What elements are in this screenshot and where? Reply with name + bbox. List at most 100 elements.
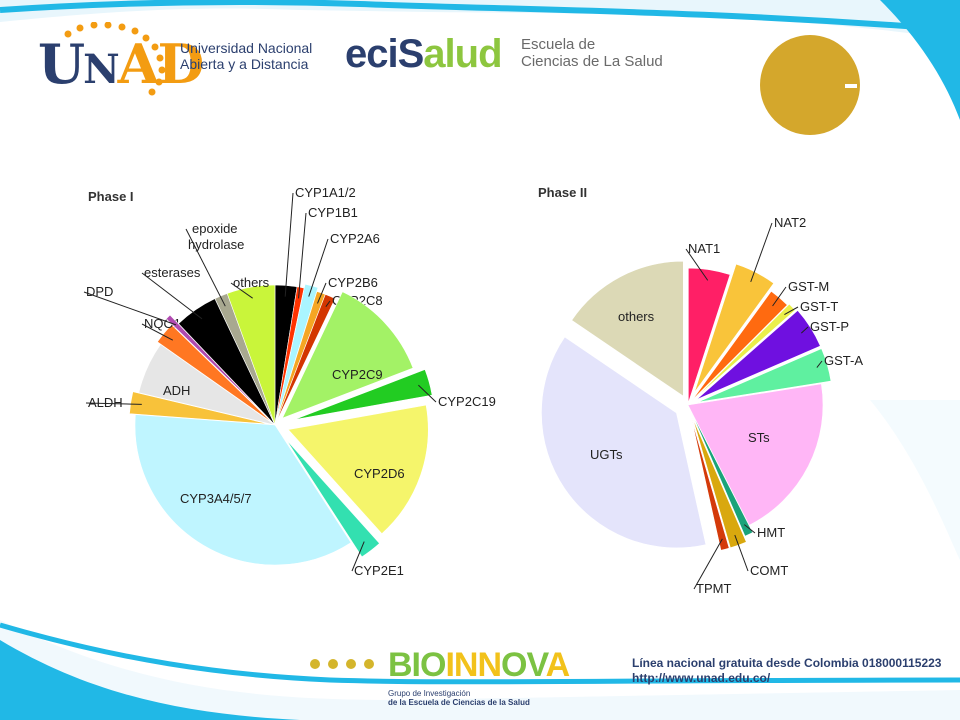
ecisalud-logo-text: eciSalud [345,32,503,76]
leader-line-comt [734,534,749,572]
gold-circle-icon [760,35,860,135]
leader-line-tpmt [693,538,723,590]
slice-label-dpd: DPD [86,284,113,299]
slice-label-sts: STs [748,430,770,445]
pie-slice-nqo1 [157,324,273,423]
pie-slice-gst-p [696,309,821,400]
pie-slice-gst-m [691,290,788,401]
leader-line-nqo1 [141,323,174,341]
slice-label-others: others [618,309,655,324]
bioinnova-subtitle: Grupo de Investigación de la Escuela de … [388,689,608,707]
contact-info: Línea nacional gratuita desde Colombia 0… [632,656,941,686]
leader-line-cyp2e1 [351,541,365,572]
slice-label-gst-t: GST-T [800,299,838,314]
slice-label-gst-m: GST-M [788,279,829,294]
leader-line-cyp2b6 [317,282,327,304]
phase1-pie-chart: Phase ICYP1A1/2CYP1B1CYP2A6CYP2B6CYP2C8C… [83,185,496,578]
leader-line-gst-t [784,306,799,315]
unad-name-line1: Universidad Nacional [180,40,313,56]
ecisalud-line2: Ciencias de La Salud [521,53,663,70]
leader-line-hmt [743,524,756,534]
slice-label-esterases: esterases [144,265,201,280]
leader-line-cyp1b1 [298,212,307,299]
pie-slice-cyp2e1 [285,439,380,558]
unad-dots-icon [64,22,166,96]
chart-title: Phase I [88,189,134,204]
pie-slice-cyp2c8 [274,293,336,426]
contact-phone-line: Línea nacional gratuita desde Colombia 0… [632,656,942,670]
pie-slice-hmt [691,412,754,537]
slice-label-cyp2c19: CYP2C19 [438,394,496,409]
dot-icon [310,659,320,669]
ecisalud-subtitle: Escuela de Ciencias de La Salud [521,36,681,70]
slice-label-tpmt: TPMT [696,581,731,596]
slice-label-comt: COMT [750,563,788,578]
slice-label-adh: ADH [163,383,190,398]
unad-logo-text: UNAD [38,32,204,96]
leader-line-cyp2c8 [325,300,331,307]
pie-slice-others [571,260,684,397]
bioinnova-sub-line1: Grupo de Investigación [388,689,471,698]
slice-label-cyp2e1: CYP2E1 [354,563,404,578]
slice-label-cyp2b6: CYP2B6 [328,275,378,290]
leader-line-nat1 [685,248,709,281]
slice-label-cyp1a1-2: CYP1A1/2 [295,185,356,200]
leader-line-others [230,282,253,299]
slice-label-cyp1b1: CYP1B1 [308,205,358,220]
circle-dash-mark [845,84,857,88]
leader-line-cyp2a6 [308,238,329,297]
unad-name: Universidad Nacional Abierta y a Distanc… [180,40,330,72]
leader-line-gst-m [772,286,787,307]
pie-slice-tpmt [691,418,730,551]
slice-label-cyp2c9: CYP2C9 [332,367,383,382]
slice-label-hmt: HMT [757,525,785,540]
slice-label-others: others [233,275,270,290]
leader-line-dpd [83,291,177,326]
bioinnova-logo-text: BIOINNOVA [388,646,570,684]
ecisalud-logo: eciSalud Escuela de Ciencias de La Salud [345,30,675,80]
pie-slice-cyp3a4-5-7 [134,414,352,566]
leader-line-esterases [141,272,203,320]
leader-line-epoxide-hydrolase [185,228,226,307]
slice-label-ugts: UGTs [590,447,623,462]
slice-label-epoxide-hydrolase: epoxide hydrolase [188,221,244,252]
pie-slice-aldh [129,391,270,425]
pie-slice-gst-a [697,348,832,403]
pie-slice-nat1 [688,267,731,404]
pie-slice-nat2 [694,263,775,393]
pie-slice-sts [687,383,824,526]
leader-line-cyp1a1-2 [284,192,294,297]
unad-logo: UNAD [38,22,204,100]
phase2-pie-chart: Phase II NAT1 NAT2 GST-M GST-T GST-P GST-A STs H… [538,185,863,596]
pie-slice-others [226,284,276,426]
footer-dots [310,656,382,674]
pie-slice-cyp2c9 [281,291,414,419]
dot-icon [328,659,338,669]
slice-label-cyp2a6: CYP2A6 [330,231,380,246]
contact-url-link[interactable]: http://www.unad.edu.co/ [632,671,771,685]
leader-line-gst-a [816,360,823,368]
ecisalud-line1: Escuela de [521,36,596,53]
bioinnova-sub-line2: de la Escuela de Ciencias de la Salud [388,698,530,707]
pie-slice-cyp2a6 [275,283,319,422]
pie-slice-adh [138,343,276,426]
pie-slice-cyp2d6 [287,404,429,535]
slice-label-nat2: NAT2 [774,215,806,230]
leader-line-cyp2c19 [418,384,437,403]
pie-slice-cyp2c19 [294,369,433,420]
dot-icon [346,659,356,669]
pie-slice-ugts [541,336,707,549]
pie-slice-dpd [165,314,267,417]
slice-label-aldh: ALDH [88,395,123,410]
pie-slice-gst-t [693,303,796,400]
leader-line-nat2 [750,222,773,283]
slice-label-cyp3a4-5-7: CYP3A4/5/7 [180,491,252,506]
dot-icon [364,659,374,669]
slice-label-nat1: NAT1 [688,241,720,256]
unad-name-line2: Abierta y a Distancia [180,56,309,72]
chart-title: Phase II [538,185,587,200]
bioinnova-logo: BIOINNOVA Grupo de Investigación de la E… [388,645,618,715]
slice-label-gst-a: GST-A [824,353,863,368]
slice-label-gst-p: GST-P [810,319,849,334]
